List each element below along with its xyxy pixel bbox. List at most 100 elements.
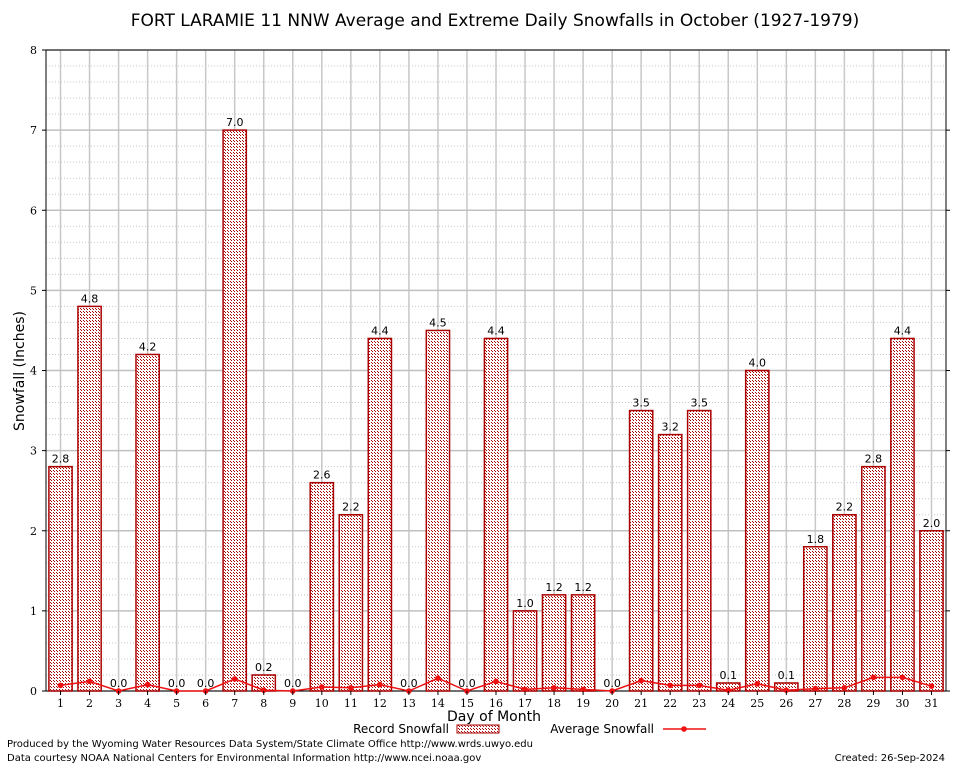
- bar-value-label: 4.5: [429, 316, 447, 329]
- record-bar: [222, 129, 248, 692]
- x-tick-label: 11: [344, 697, 358, 710]
- y-tick-label: 0: [30, 685, 37, 698]
- legend-record-swatch: [456, 724, 500, 734]
- x-tick-label: 8: [260, 697, 267, 710]
- footer-created-date: Created: 26-Sep-2024: [834, 753, 945, 764]
- bar-value-label: 4.0: [749, 357, 767, 370]
- average-point: [812, 685, 819, 692]
- record-bar: [338, 513, 364, 692]
- record-bar: [832, 513, 857, 692]
- bar-value-label: 0.0: [400, 677, 418, 690]
- record-bar: [541, 594, 567, 692]
- x-tick-label: 6: [202, 697, 209, 710]
- footer-produced-by: Produced by the Wyoming Water Resources …: [7, 739, 533, 750]
- y-tick-label: 5: [30, 284, 37, 297]
- bar-value-label: 1.2: [574, 581, 592, 594]
- bar-value-label: 4.4: [487, 324, 505, 337]
- average-point: [231, 676, 238, 682]
- y-tick-label: 7: [30, 124, 37, 137]
- x-tick-label: 9: [289, 697, 296, 710]
- average-point: [493, 678, 499, 685]
- x-tick-label: 2: [86, 697, 93, 710]
- record-bar: [802, 546, 828, 692]
- record-bar: [309, 481, 335, 692]
- bar-value-label: 4.4: [371, 324, 389, 337]
- bar-value-label: 2.2: [836, 501, 854, 514]
- x-tick-label: 20: [605, 697, 619, 710]
- bar-value-label: 3.5: [690, 397, 708, 410]
- bar-value-label: 0.0: [284, 677, 302, 690]
- bar-value-label: 4.4: [894, 324, 912, 337]
- axis-ticks: 1 2 3 4 5 6 7 8 9 10 11 12 13 14 15 16 17 18 19 20 21 22 23 24 2…: [30, 44, 950, 710]
- record-bar: [48, 465, 73, 692]
- average-point: [260, 687, 267, 693]
- bar-value-label: 4.2: [139, 340, 157, 353]
- average-point: [319, 684, 325, 690]
- record-bar: [135, 353, 160, 692]
- average-point: [580, 686, 586, 693]
- x-tick-label: 30: [895, 697, 909, 710]
- x-tick-label: 31: [924, 697, 938, 710]
- x-tick-label: 26: [779, 697, 793, 710]
- x-tick-label: 1: [57, 697, 64, 710]
- bar-value-label: 2.0: [923, 517, 941, 530]
- bar-value-label: 2.6: [313, 469, 331, 482]
- average-point: [841, 684, 848, 691]
- average-point: [696, 682, 703, 689]
- bar-value-label: 0.0: [458, 677, 476, 690]
- x-tick-label: 4: [144, 697, 151, 710]
- average-point: [667, 682, 673, 689]
- bar-value-label: 2.2: [342, 501, 360, 514]
- bar-value-label: 4.8: [81, 292, 99, 305]
- x-tick-label: 10: [315, 697, 329, 710]
- bar-value-label: 1.2: [545, 581, 563, 594]
- x-tick-label: 18: [547, 697, 561, 710]
- record-bar: [686, 409, 712, 692]
- bar-value-label: 0.0: [168, 677, 186, 690]
- x-tick-label: 23: [692, 697, 706, 710]
- x-tick-label: 22: [663, 697, 677, 710]
- x-tick-label: 29: [866, 697, 880, 710]
- x-tick-label: 12: [373, 697, 387, 710]
- x-tick-label: 5: [173, 697, 180, 710]
- average-point: [783, 687, 790, 693]
- x-tick-label: 17: [518, 697, 532, 710]
- bar-value-label: 0.0: [110, 677, 128, 690]
- average-point: [86, 678, 93, 685]
- bar-value-label: 2.8: [865, 453, 883, 466]
- x-tick-label: 16: [489, 697, 503, 710]
- record-bar: [425, 329, 451, 692]
- x-tick-label: 14: [431, 697, 445, 710]
- bar-value-label: 7.0: [226, 116, 244, 129]
- average-point: [870, 674, 877, 681]
- x-tick-label: 24: [721, 697, 735, 710]
- record-bar: [744, 369, 770, 692]
- y-tick-label: 8: [30, 44, 37, 57]
- record-bar: [861, 465, 886, 692]
- average-point: [57, 682, 64, 689]
- x-tick-label: 28: [837, 697, 851, 710]
- bar-value-label: 3.5: [632, 397, 650, 410]
- average-point: [928, 683, 935, 689]
- average-point: [899, 674, 906, 681]
- record-bar: [570, 594, 596, 692]
- x-tick-label: 3: [115, 697, 122, 710]
- x-tick-label: 7: [231, 697, 238, 710]
- bar-value-label: 2.8: [52, 453, 70, 466]
- record-bar: [77, 305, 102, 692]
- y-tick-label: 1: [30, 605, 37, 618]
- record-bar: [890, 337, 915, 692]
- x-tick-label: 19: [576, 697, 590, 710]
- legend: Record Snowfall Average Snowfall: [353, 722, 706, 736]
- x-tick-label: 25: [750, 697, 764, 710]
- y-tick-label: 3: [30, 445, 37, 458]
- record-bar: [919, 530, 944, 692]
- bar-value-label: 0.2: [255, 661, 273, 674]
- average-point: [435, 675, 441, 681]
- x-tick-label: 27: [808, 697, 822, 710]
- record-bar: [483, 337, 509, 692]
- record-bar: [628, 409, 654, 692]
- average-point: [348, 684, 354, 691]
- bar-value-label: 0.1: [778, 669, 796, 682]
- bar-value-label: 0.0: [197, 677, 215, 690]
